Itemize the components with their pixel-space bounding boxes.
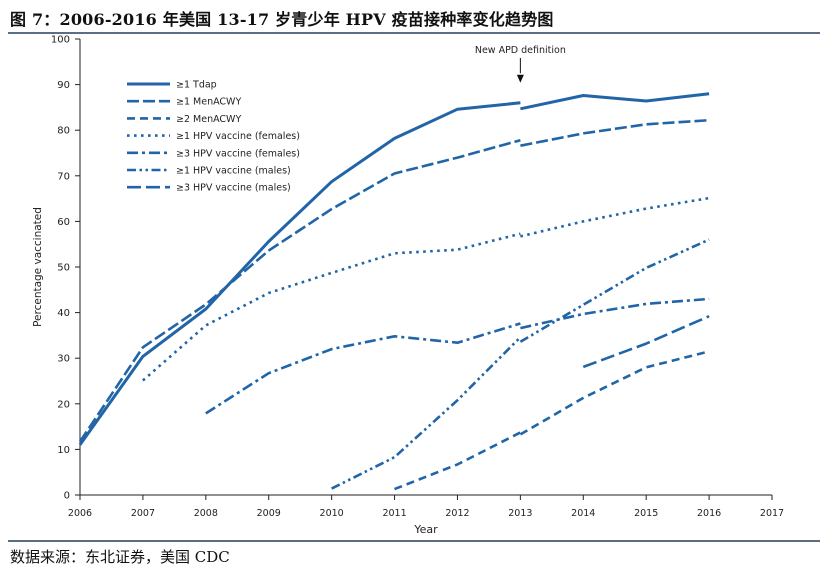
y-axis-title: Percentage vaccinated (32, 207, 44, 327)
legend-label: ≥1 HPV vaccine (females) (176, 131, 300, 142)
legend-label: ≥1 HPV vaccine (males) (176, 166, 291, 177)
y-tick-label: 10 (57, 445, 70, 456)
legend-label: ≥2 MenACWY (176, 114, 241, 125)
x-axis-title: Year (413, 523, 438, 536)
series-line (519, 238, 710, 343)
x-tick-label: 2013 (508, 508, 532, 519)
x-tick-label: 2010 (320, 508, 344, 519)
chart-legend: ≥1 Tdap ≥1 MenACWY ≥2 MenACWY ≥1 HPV vaccin… (127, 80, 300, 194)
x-tick-label: 2016 (697, 508, 721, 519)
series-1 (78, 92, 710, 446)
y-tick-label: 40 (57, 308, 70, 319)
y-tick-label: 20 (57, 399, 70, 410)
x-tick-label: 2007 (131, 508, 155, 519)
figure-title: 图 7：2006-2016 年美国 13-17 岁青少年 HPV 疫苗接种率变化… (10, 10, 554, 29)
data-source: 数据来源：东北证券，美国 CDC (10, 548, 230, 566)
series-line (142, 232, 521, 382)
y-tick-label: 90 (57, 80, 70, 91)
series-line (78, 101, 521, 446)
bottom-rule (8, 540, 820, 542)
chart-series-layer (78, 92, 710, 491)
y-tick-label: 0 (64, 491, 70, 502)
x-tick-label: 2015 (634, 508, 658, 519)
series-line (520, 297, 710, 330)
legend-label: ≥3 HPV vaccine (females) (176, 148, 300, 159)
chart-axes: 0 10 20 30 40 50 60 70 80 90 100 2006 2007 2008 2009 20… (32, 35, 784, 537)
y-tick-label: 80 (57, 126, 70, 137)
top-rule (8, 32, 820, 34)
annotation-label: New APD definition (475, 45, 566, 56)
series-7 (582, 315, 710, 369)
series-line (331, 336, 522, 490)
series-6 (331, 238, 710, 490)
x-tick-label: 2012 (445, 508, 469, 519)
series-4 (142, 196, 710, 382)
legend-label: ≥1 MenACWY (176, 97, 241, 108)
series-line (520, 118, 710, 147)
series-line (78, 138, 521, 443)
series-line (205, 322, 521, 415)
x-tick-label: 2017 (760, 508, 784, 519)
legend-label: ≥3 HPV vaccine (males) (176, 183, 291, 194)
series-line (520, 92, 710, 111)
chart-annotation: New APD definition (475, 45, 566, 83)
y-tick-label: 30 (57, 354, 70, 365)
y-tick-label: 70 (57, 171, 70, 182)
x-tick-label: 2006 (68, 508, 92, 519)
series-2 (78, 118, 710, 443)
series-line (520, 196, 710, 238)
x-tick-label: 2014 (571, 508, 595, 519)
x-tick-label: 2011 (382, 508, 406, 519)
series-3 (394, 350, 710, 491)
legend-label: ≥1 Tdap (176, 80, 217, 91)
y-tick-label: 60 (57, 217, 70, 228)
series-line (582, 315, 710, 369)
annotation-arrow-head (516, 74, 524, 83)
x-tick-label: 2008 (194, 508, 218, 519)
series-5 (205, 297, 710, 415)
series-line (394, 431, 521, 491)
y-tick-label: 100 (51, 35, 70, 46)
x-tick-label: 2009 (257, 508, 281, 519)
y-tick-label: 50 (57, 263, 70, 274)
series-line (519, 350, 710, 436)
